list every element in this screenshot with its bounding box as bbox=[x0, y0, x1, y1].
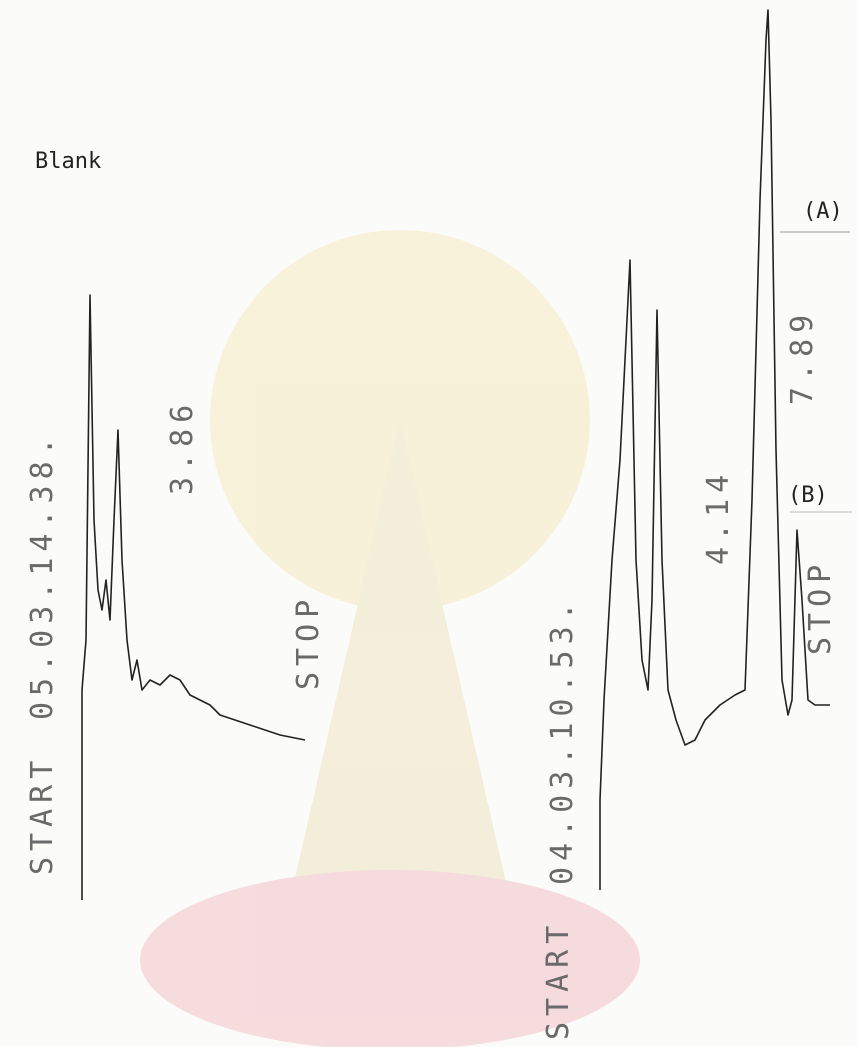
peak-label: 3.86 bbox=[165, 399, 200, 495]
start-label: START bbox=[25, 755, 60, 875]
timestamp: 05.03.14.38. bbox=[25, 431, 60, 720]
stop-label: STOP bbox=[291, 594, 326, 690]
label-a: (A) bbox=[803, 199, 843, 224]
peak-label: 7.89 bbox=[785, 309, 820, 405]
stop-label: STOP bbox=[803, 559, 838, 655]
right-trace bbox=[600, 10, 830, 890]
start-label: START bbox=[541, 920, 576, 1040]
blank-label: Blank bbox=[35, 149, 101, 174]
label-b: (B) bbox=[788, 483, 828, 508]
timestamp: 04.03.10.53. bbox=[545, 596, 580, 885]
peak-label: 4.14 bbox=[701, 469, 736, 565]
chromatogram-page: Blank START 05.03.14.38. 3.86 STOP START… bbox=[0, 0, 857, 1047]
